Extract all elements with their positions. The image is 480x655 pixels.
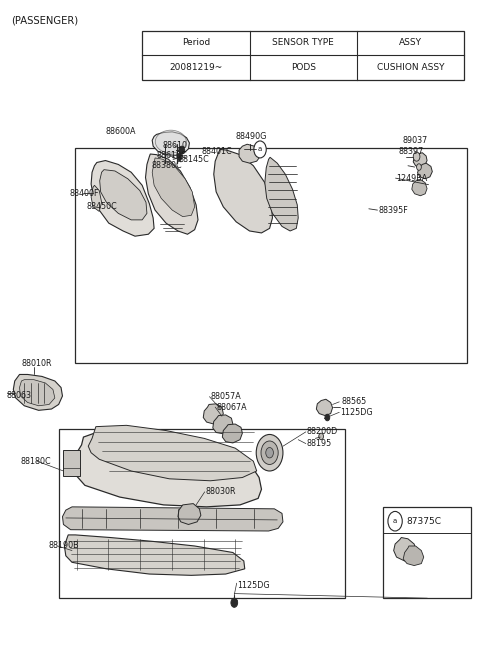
Polygon shape (394, 538, 417, 561)
Text: 88565: 88565 (341, 398, 366, 406)
Polygon shape (88, 425, 257, 481)
Circle shape (417, 164, 421, 170)
Circle shape (254, 141, 266, 158)
Text: 87375C: 87375C (406, 517, 441, 526)
Circle shape (388, 512, 402, 531)
Text: ASSY: ASSY (399, 39, 422, 47)
Text: (PASSENGER): (PASSENGER) (11, 16, 78, 26)
Polygon shape (100, 170, 147, 220)
Text: 88380C: 88380C (152, 161, 182, 170)
Text: 20081219~: 20081219~ (169, 63, 223, 72)
Text: a: a (393, 518, 397, 524)
Polygon shape (239, 144, 260, 163)
Polygon shape (74, 432, 262, 507)
Polygon shape (316, 400, 333, 415)
Text: 88195: 88195 (307, 439, 332, 448)
Polygon shape (13, 375, 62, 410)
Polygon shape (203, 404, 223, 424)
Polygon shape (222, 424, 242, 443)
Circle shape (319, 433, 324, 440)
Text: 88010R: 88010R (22, 359, 52, 368)
FancyBboxPatch shape (63, 450, 80, 476)
Circle shape (179, 146, 185, 154)
Text: 88057A: 88057A (210, 392, 241, 401)
Text: 88180C: 88180C (21, 457, 51, 466)
Text: 1125DG: 1125DG (238, 580, 270, 590)
Text: 88401C: 88401C (202, 147, 232, 156)
Text: 88490G: 88490G (235, 132, 266, 141)
Polygon shape (20, 380, 55, 405)
Circle shape (231, 598, 238, 607)
Polygon shape (178, 504, 201, 525)
Polygon shape (412, 179, 427, 196)
Polygon shape (403, 546, 424, 565)
Circle shape (325, 414, 330, 421)
Circle shape (256, 434, 283, 471)
Text: 88395F: 88395F (378, 206, 408, 215)
Polygon shape (213, 415, 233, 434)
Ellipse shape (156, 130, 186, 153)
Text: 88400F: 88400F (70, 189, 99, 198)
Text: 1249BA: 1249BA (396, 174, 428, 183)
Text: 89037: 89037 (402, 136, 428, 145)
FancyBboxPatch shape (59, 428, 345, 598)
Polygon shape (413, 153, 427, 168)
Text: PODS: PODS (291, 63, 316, 72)
Text: 88200D: 88200D (307, 427, 338, 436)
Text: 88610: 88610 (163, 141, 188, 150)
Circle shape (266, 447, 274, 458)
Polygon shape (91, 160, 154, 236)
Text: 88145C: 88145C (179, 155, 210, 164)
Text: 88067A: 88067A (216, 403, 247, 411)
FancyBboxPatch shape (75, 148, 467, 364)
Text: 1125DG: 1125DG (340, 408, 373, 417)
Text: 88610C: 88610C (156, 151, 187, 160)
Circle shape (261, 441, 278, 464)
Text: Period: Period (182, 39, 210, 47)
FancyBboxPatch shape (383, 507, 471, 598)
Polygon shape (265, 157, 298, 231)
Polygon shape (64, 535, 245, 575)
Text: 88450C: 88450C (86, 202, 117, 212)
Text: 88030R: 88030R (205, 487, 236, 496)
Polygon shape (145, 154, 198, 234)
Text: 88063: 88063 (6, 392, 31, 400)
Polygon shape (214, 149, 273, 233)
Polygon shape (62, 507, 283, 531)
Text: SENSOR TYPE: SENSOR TYPE (272, 39, 334, 47)
Polygon shape (152, 158, 195, 217)
Text: a: a (258, 147, 262, 153)
Polygon shape (91, 185, 102, 212)
Circle shape (413, 152, 420, 161)
Text: CUSHION ASSY: CUSHION ASSY (377, 63, 444, 72)
Text: 88600A: 88600A (106, 127, 136, 136)
Text: 88397: 88397 (398, 147, 424, 156)
Polygon shape (418, 163, 432, 179)
Circle shape (177, 154, 182, 160)
Text: 88190B: 88190B (48, 542, 79, 550)
FancyBboxPatch shape (142, 31, 464, 80)
Polygon shape (152, 132, 190, 155)
